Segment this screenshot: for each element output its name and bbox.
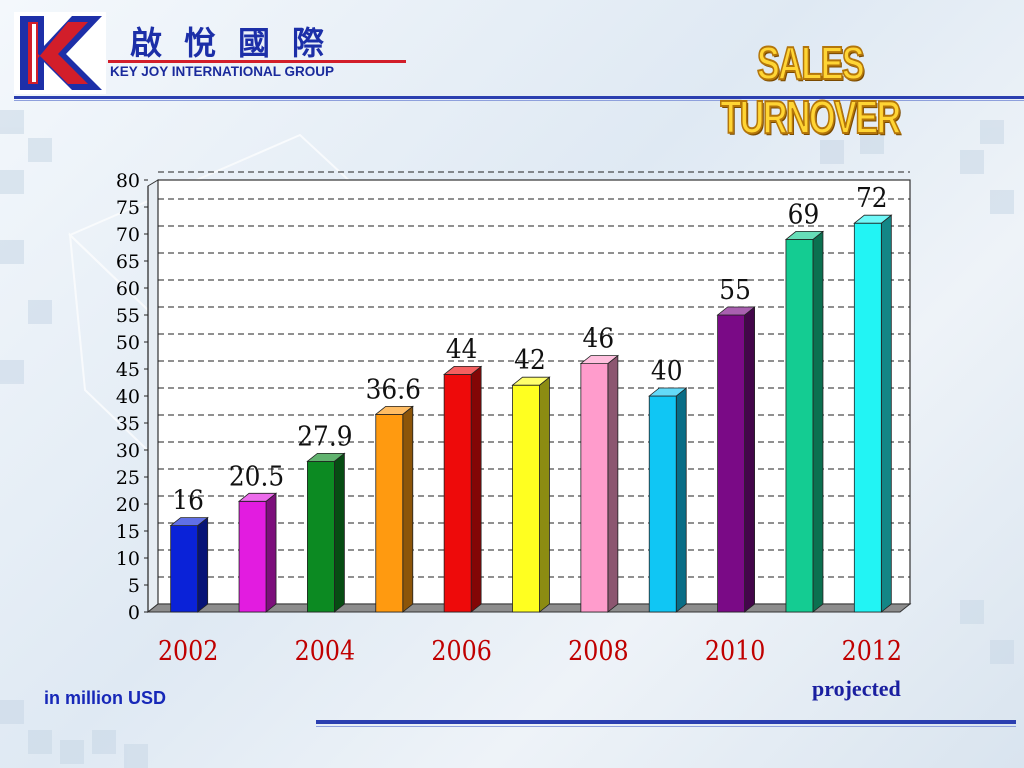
- x-tick-label-2008: 2008: [568, 635, 628, 667]
- chart-side-wall: [147, 179, 159, 614]
- data-label-2003: 20.5: [229, 461, 284, 492]
- y-tick-label: 20: [116, 494, 140, 516]
- bar-2012: [853, 222, 882, 613]
- y-tick-label: 5: [128, 575, 140, 597]
- bar-top-2011: [784, 230, 825, 240]
- y-tick-label: 45: [116, 359, 140, 381]
- data-label-2012: 72: [856, 183, 888, 214]
- x-tick-label-2006: 2006: [431, 635, 491, 667]
- header-divider: [14, 96, 1024, 99]
- bar-top-2010: [716, 306, 756, 316]
- y-tick-label: 65: [116, 251, 140, 273]
- data-label-2004: 27.9: [297, 421, 352, 452]
- projected-note: projected: [812, 676, 901, 701]
- data-label-2010: 55: [719, 275, 751, 306]
- logo-english-name: KEY JOY INTERNATIONAL GROUP: [110, 64, 335, 79]
- bar-top-2008: [579, 355, 620, 365]
- bar-2007: [512, 384, 540, 613]
- y-tick-label: 60: [116, 278, 140, 300]
- bar-top-2007: [511, 376, 551, 386]
- bar-side-2002: [197, 516, 209, 613]
- bar-side-2010: [744, 306, 755, 613]
- bar-2008: [580, 363, 609, 613]
- slide-title: SALES TURNOVER: [720, 36, 902, 144]
- footer-divider-thin: [316, 726, 1016, 727]
- data-label-2009: 40: [651, 356, 683, 387]
- unit-note: in million USD: [44, 688, 167, 708]
- bar-side-2012: [880, 214, 892, 613]
- bar-top-2006: [442, 365, 483, 375]
- data-label-2008: 46: [583, 324, 615, 355]
- header-divider-thin: [14, 100, 1024, 101]
- y-tick-label: 35: [116, 413, 140, 435]
- y-tick-label: 40: [116, 386, 140, 408]
- y-tick-label: 25: [116, 467, 140, 489]
- y-tick-label: 50: [116, 332, 140, 354]
- y-tick-label: 55: [116, 305, 140, 327]
- bar-side-2003: [265, 492, 277, 613]
- footer-divider: [316, 720, 1016, 724]
- y-tick-label: 75: [116, 197, 140, 219]
- logo-chinese-name: 啟悅國際: [130, 24, 347, 62]
- x-tick-label-2012: 2012: [842, 635, 902, 667]
- data-label-2002: 16: [172, 486, 204, 517]
- x-tick-label-2002: 2002: [158, 635, 218, 667]
- data-label-2007: 42: [514, 345, 546, 376]
- x-tick-label-2010: 2010: [705, 635, 765, 667]
- bar-2009: [648, 395, 677, 613]
- bar-2010: [717, 314, 745, 613]
- bar-side-2006: [470, 365, 482, 613]
- bar-side-2009: [675, 387, 687, 613]
- bar-2004: [307, 460, 335, 613]
- x-tick-label-2004: 2004: [295, 635, 355, 667]
- bar-top-2004: [306, 452, 346, 462]
- data-label-2005: 36.6: [366, 374, 421, 405]
- bar-2011: [785, 238, 814, 613]
- bar-2002: [170, 525, 199, 613]
- data-label-2006: 44: [446, 334, 478, 365]
- bar-top-2002: [169, 517, 209, 526]
- y-tick-label: 30: [116, 440, 140, 462]
- bar-side-2011: [812, 230, 824, 613]
- y-tick-label: 0: [128, 602, 140, 624]
- bar-2005: [375, 413, 404, 613]
- logo-k-mark: [14, 12, 106, 94]
- y-tick-label: 80: [116, 170, 140, 192]
- y-tick-label: 15: [116, 521, 140, 543]
- bar-top-2012: [853, 214, 893, 224]
- bar-side-2004: [334, 452, 345, 613]
- bar-side-2005: [402, 405, 414, 613]
- data-label-2011: 69: [788, 199, 820, 230]
- logo-divider: [108, 60, 406, 63]
- bar-side-2008: [607, 354, 619, 613]
- bar-top-2003: [237, 492, 278, 502]
- bar-2003: [238, 500, 267, 613]
- y-tick-label: 10: [116, 548, 140, 570]
- bar-top-2009: [648, 387, 688, 397]
- bar-top-2005: [374, 405, 414, 415]
- bar-side-2007: [539, 376, 550, 613]
- bar-2006: [443, 373, 472, 613]
- y-tick-label: 70: [116, 224, 140, 246]
